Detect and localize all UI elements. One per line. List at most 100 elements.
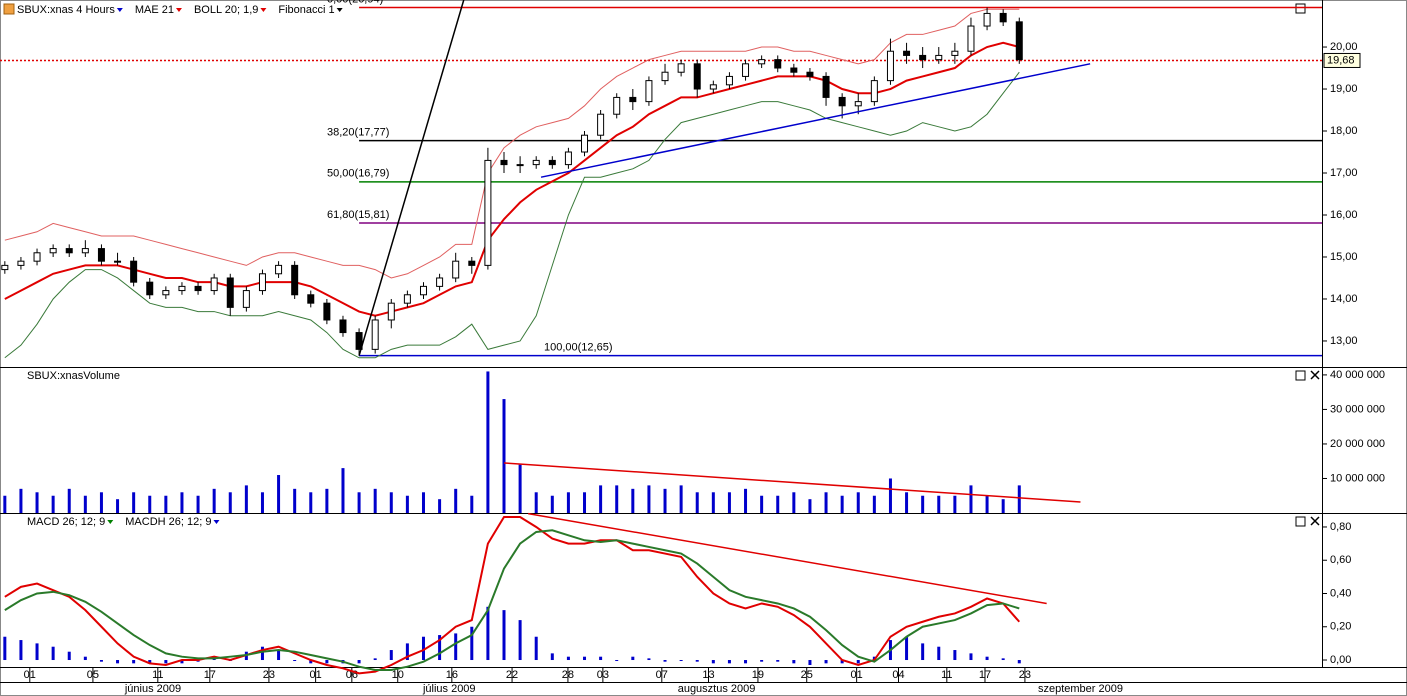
histogram-bar [937, 646, 941, 661]
volume-bar [1001, 499, 1005, 513]
dropdown-arrow[interactable] [213, 520, 220, 524]
volume-bar [969, 485, 973, 513]
x-tick-label: 17 [204, 669, 216, 681]
x-tick-label: 13 [702, 669, 714, 681]
x-tick-label: 01 [24, 669, 36, 681]
symbol-icon[interactable] [3, 3, 15, 15]
volume-bar [631, 488, 635, 513]
y-tick-label: 30 000 000 [1330, 403, 1385, 415]
candle-body [774, 59, 782, 69]
volume-bar [534, 492, 538, 513]
candle-body [419, 285, 427, 296]
volume-bar [325, 488, 329, 513]
histogram-bar [19, 640, 23, 661]
histogram-bar [808, 660, 812, 666]
month-label: szeptember 2009 [1038, 683, 1123, 695]
candle-body [677, 63, 685, 73]
y-tick-label: 0,60 [1330, 554, 1351, 566]
histogram-bar [534, 636, 538, 661]
histogram-bar [985, 656, 989, 661]
volume-bar [421, 492, 425, 513]
volume-bar [180, 492, 184, 513]
histogram-bar [727, 660, 731, 664]
histogram-bar [502, 610, 506, 661]
candle-body [919, 54, 927, 61]
histogram-bar [51, 646, 55, 661]
histogram-bar [277, 650, 281, 661]
candle-body [114, 260, 122, 263]
candle-body [226, 277, 234, 308]
panel-title[interactable]: SBUX:xnas 4 Hours [17, 4, 115, 16]
y-tick-label: 20 000 000 [1330, 438, 1385, 450]
histogram-bar [35, 643, 39, 661]
volume-bar [148, 495, 152, 513]
volume-bar [454, 488, 458, 513]
volume-bar [35, 492, 39, 513]
dropdown-arrow[interactable] [107, 520, 114, 524]
volume-bar [486, 371, 490, 513]
volume-bar [405, 495, 409, 513]
candle-body [758, 59, 766, 65]
volume-bar [260, 492, 264, 513]
candle-body [854, 101, 862, 107]
volume-bar [583, 492, 587, 513]
volume-bar [132, 492, 136, 513]
candle-body [355, 332, 363, 350]
y-tick-label: 13,00 [1330, 335, 1358, 347]
volume-bar [228, 492, 232, 513]
panel-title[interactable]: MACDH 26; 12; 9 [125, 516, 211, 528]
histogram-bar [856, 660, 860, 664]
window-button[interactable] [1295, 370, 1306, 381]
candle-body [548, 159, 556, 166]
volume-bar [357, 492, 361, 513]
volume-bar [824, 492, 828, 513]
candle-body [564, 151, 572, 166]
candle-body [742, 63, 750, 77]
dropdown-arrow[interactable] [175, 8, 182, 12]
candle-body [403, 294, 411, 304]
candle-body [33, 252, 41, 262]
y-tick-label: 16,00 [1330, 209, 1358, 221]
volume-bar [776, 495, 780, 513]
volume-bar [760, 495, 764, 513]
fib-label: 0,00(20,94) [327, 0, 383, 5]
x-tick-label: 25 [801, 669, 813, 681]
histogram-bar [421, 636, 425, 661]
volume-bar [599, 485, 603, 513]
histogram-bar [132, 660, 136, 664]
candle-body [629, 96, 637, 103]
candle-body [468, 260, 476, 266]
month-label: augusztus 2009 [678, 683, 756, 695]
volume-bar [3, 495, 7, 513]
volume-bar [373, 488, 377, 513]
x-tick-label: 03 [597, 669, 609, 681]
y-tick-label: 20,00 [1330, 41, 1358, 53]
dropdown-arrow[interactable] [336, 8, 343, 12]
candle-body [65, 248, 73, 254]
histogram-bar [99, 660, 103, 662]
candle-body [725, 75, 733, 86]
x-tick-label: 01 [851, 669, 863, 681]
volume-bar [389, 492, 393, 513]
histogram-bar [454, 633, 458, 661]
panel-title[interactable]: MAE 21 [135, 4, 174, 16]
window-button[interactable] [1295, 3, 1306, 14]
close-button[interactable] [1310, 370, 1320, 380]
macd-line [4, 529, 1020, 671]
dropdown-arrow[interactable] [116, 8, 123, 12]
dropdown-arrow[interactable] [260, 8, 267, 12]
volume-bar [293, 488, 297, 513]
candle-body [242, 290, 250, 308]
histogram-bar [486, 606, 490, 661]
volume-bar [67, 488, 71, 513]
panel-title[interactable]: Fibonacci 1 [278, 4, 334, 16]
window-button[interactable] [1295, 516, 1306, 527]
volume-bar [518, 464, 522, 513]
panel-title[interactable]: MACD 26; 12; 9 [27, 516, 105, 528]
panel-title[interactable]: BOLL 20; 1,9 [194, 4, 258, 16]
candle-body [645, 80, 653, 103]
histogram-bar [792, 660, 796, 664]
histogram-bar [921, 643, 925, 661]
close-button[interactable] [1310, 516, 1320, 526]
histogram-bar [760, 660, 764, 662]
